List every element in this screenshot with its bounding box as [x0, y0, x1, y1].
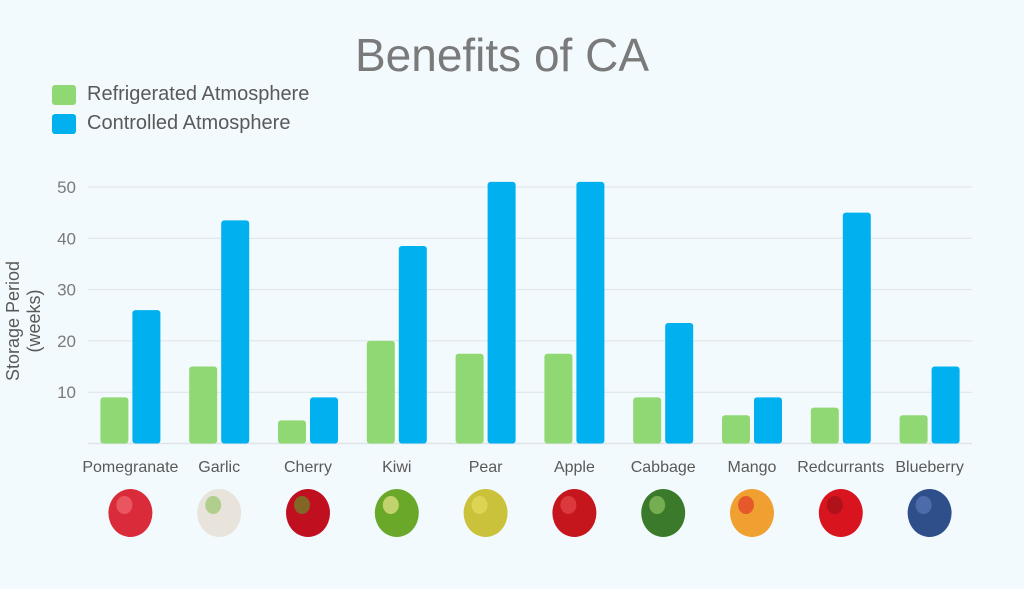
- blueberry-icon: [907, 489, 952, 537]
- bar-controlled: [576, 181, 605, 444]
- bar-controlled: [310, 397, 338, 444]
- y-tick-label: 30: [57, 281, 76, 300]
- x-tick-label: Cherry: [284, 459, 332, 476]
- x-tick-label: Apple: [554, 459, 595, 476]
- bar-controlled: [398, 245, 427, 444]
- x-tick-label: Pomegranate: [82, 459, 178, 476]
- bar-controlled: [842, 212, 871, 444]
- x-tick-label: Cabbage: [631, 459, 696, 476]
- bar-controlled: [931, 366, 960, 444]
- cabbage-icon: [641, 489, 686, 537]
- x-tick-label: Garlic: [198, 459, 240, 476]
- bar-refrigerated: [366, 340, 395, 444]
- bar-refrigerated: [455, 353, 484, 444]
- bar-controlled: [132, 310, 161, 444]
- x-tick-label: Pear: [469, 459, 503, 476]
- kiwi-icon: [374, 489, 419, 537]
- x-tick-label: Kiwi: [382, 459, 411, 476]
- bar-refrigerated: [278, 420, 306, 444]
- cherry-icon: [286, 489, 330, 537]
- bar-controlled: [754, 397, 782, 444]
- x-tick-label: Blueberry: [895, 459, 963, 476]
- pomegranate-icon: [108, 489, 153, 537]
- legend-swatch: [52, 113, 76, 134]
- legend-label: Refrigerated Atmosphere: [87, 83, 310, 105]
- bar-controlled: [221, 220, 250, 444]
- legend-item-controlled: Controlled Atmosphere: [52, 112, 290, 135]
- redcurrants-icon: [818, 489, 863, 537]
- pear-icon: [463, 489, 508, 537]
- bar-refrigerated: [100, 397, 129, 444]
- bar-controlled: [487, 181, 516, 444]
- mango-icon: [730, 489, 774, 537]
- bar-refrigerated: [722, 415, 750, 444]
- y-tick-label: 40: [57, 229, 76, 248]
- bar-refrigerated: [810, 407, 839, 444]
- x-tick-label: Redcurrants: [797, 459, 884, 476]
- legend-label: Controlled Atmosphere: [87, 112, 291, 134]
- bar-refrigerated: [544, 353, 573, 444]
- legend-item-refrigerated: Refrigerated Atmosphere: [52, 83, 309, 106]
- chart-title: Benefits of CA: [354, 29, 650, 81]
- y-tick-label: 10: [57, 383, 76, 402]
- apple-icon: [552, 489, 597, 537]
- legend-swatch: [52, 84, 76, 105]
- garlic-icon: [197, 489, 242, 537]
- bar-controlled: [665, 322, 694, 444]
- bar-refrigerated: [189, 366, 218, 444]
- y-tick-label: 20: [57, 332, 76, 351]
- bar-refrigerated: [899, 415, 928, 444]
- x-tick-label: Mango: [728, 459, 777, 476]
- y-tick-label: 50: [57, 178, 76, 197]
- bar-refrigerated: [633, 397, 662, 444]
